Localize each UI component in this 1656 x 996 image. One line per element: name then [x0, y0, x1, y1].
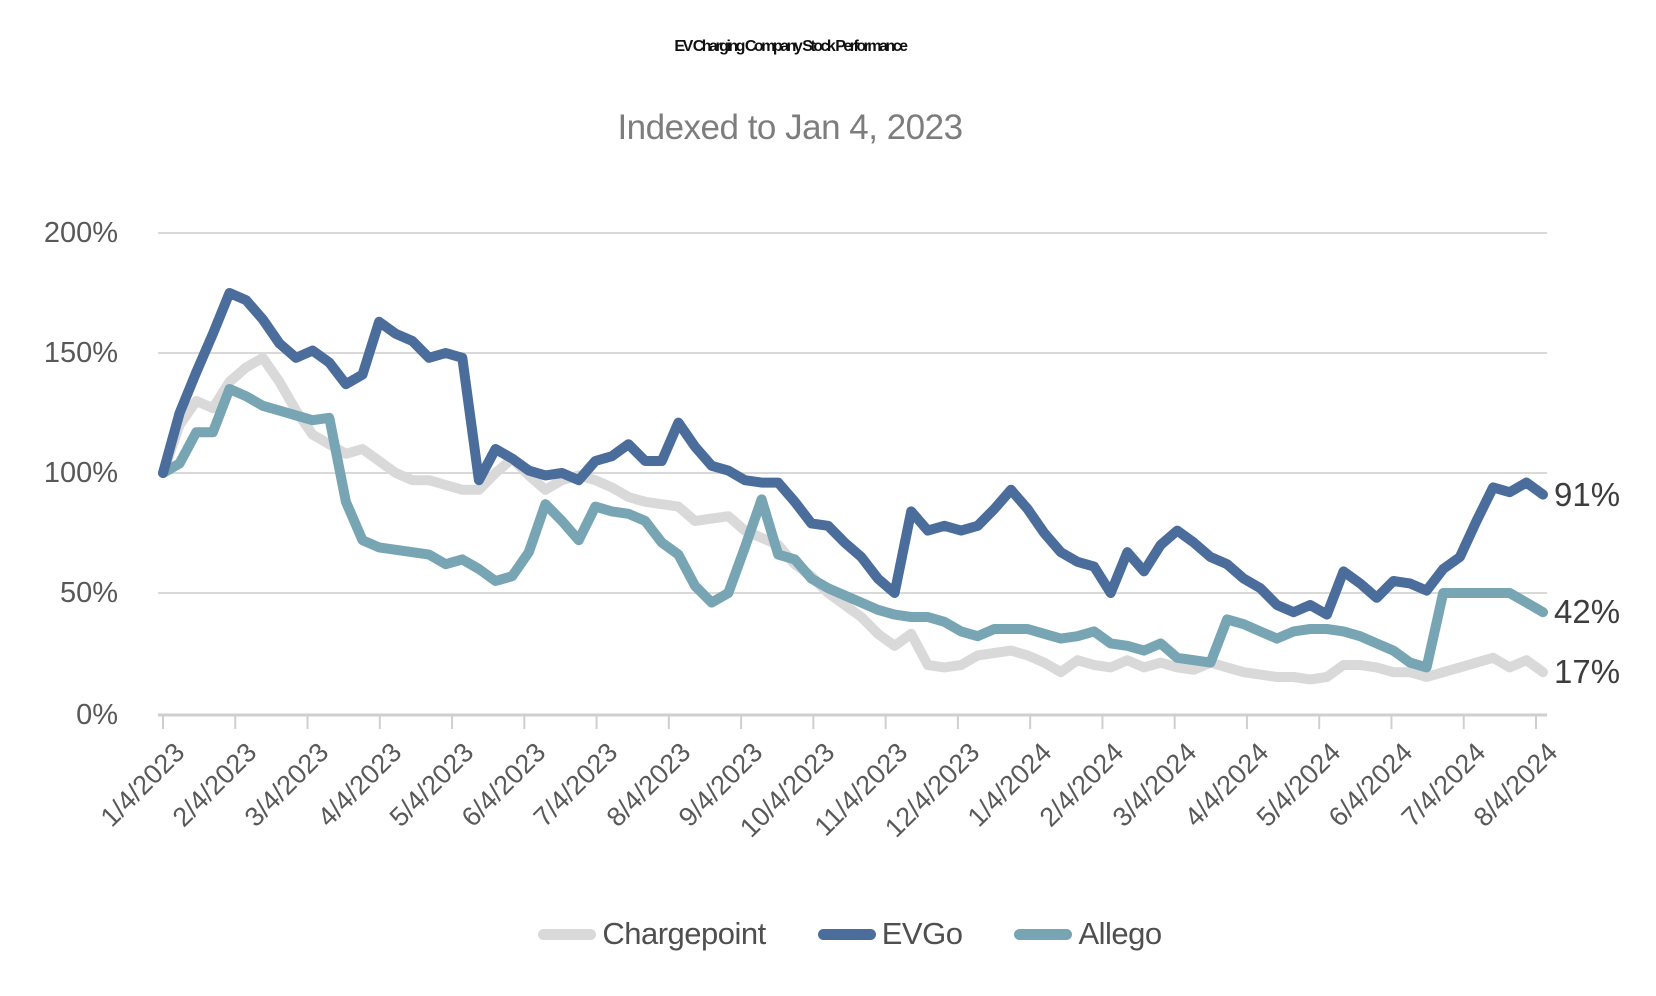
legend-label: Chargepoint: [602, 916, 766, 951]
legend-swatch-allego: [1014, 928, 1073, 940]
series-end-label-allego: 42%: [1554, 593, 1621, 631]
y-axis-label: 100%: [43, 457, 118, 489]
series-end-label-evgo: 91%: [1554, 475, 1621, 513]
series-end-label-chargepoint: 17%: [1554, 653, 1621, 691]
series-line-allego: [158, 384, 1548, 673]
chart-subtitle: Indexed to Jan 4, 2023: [617, 108, 963, 147]
legend: Chargepoint EVGo Allego: [0, 916, 1656, 952]
legend-item-chargepoint: Chargepoint: [538, 916, 766, 952]
legend-item-evgo: EVGo: [817, 916, 963, 952]
legend-swatch-chargepoint: [538, 928, 597, 940]
chart-title: EV Charging Company Stock Performance: [674, 38, 908, 55]
legend-label: Allego: [1078, 916, 1162, 951]
y-axis-label: 50%: [59, 577, 118, 609]
legend-swatch-evgo: [817, 928, 876, 940]
y-axis-label: 0%: [76, 699, 118, 731]
y-axis-label: 200%: [43, 217, 118, 249]
series-line-chargepoint: [158, 352, 1548, 685]
legend-label: EVGo: [881, 916, 963, 951]
legend-item-allego: Allego: [1014, 916, 1162, 952]
y-axis-label: 150%: [43, 337, 118, 369]
series-line-evgo: [158, 288, 1548, 620]
